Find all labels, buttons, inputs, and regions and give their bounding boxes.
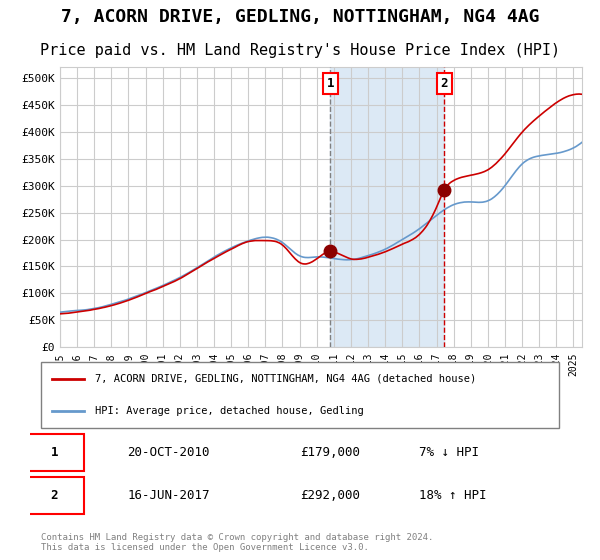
Text: 7, ACORN DRIVE, GEDLING, NOTTINGHAM, NG4 4AG: 7, ACORN DRIVE, GEDLING, NOTTINGHAM, NG4…	[61, 8, 539, 26]
Text: 16-JUN-2017: 16-JUN-2017	[127, 489, 210, 502]
Text: HPI: Average price, detached house, Gedling: HPI: Average price, detached house, Gedl…	[95, 406, 364, 416]
Text: 1: 1	[50, 446, 58, 459]
Text: 1: 1	[326, 77, 334, 90]
Text: 2: 2	[440, 77, 448, 90]
Text: 18% ↑ HPI: 18% ↑ HPI	[419, 489, 487, 502]
Text: £292,000: £292,000	[300, 489, 360, 502]
Text: Contains HM Land Registry data © Crown copyright and database right 2024.
This d: Contains HM Land Registry data © Crown c…	[41, 533, 433, 552]
Text: 7, ACORN DRIVE, GEDLING, NOTTINGHAM, NG4 4AG (detached house): 7, ACORN DRIVE, GEDLING, NOTTINGHAM, NG4…	[95, 374, 476, 384]
Text: 20-OCT-2010: 20-OCT-2010	[127, 446, 210, 459]
Text: 7% ↓ HPI: 7% ↓ HPI	[419, 446, 479, 459]
Text: 2: 2	[50, 489, 58, 502]
Bar	[331, 67, 444, 347]
FancyBboxPatch shape	[25, 477, 84, 514]
Text: £179,000: £179,000	[300, 446, 360, 459]
Text: Price paid vs. HM Land Registry's House Price Index (HPI): Price paid vs. HM Land Registry's House …	[40, 43, 560, 58]
FancyBboxPatch shape	[25, 434, 84, 471]
FancyBboxPatch shape	[41, 362, 559, 428]
